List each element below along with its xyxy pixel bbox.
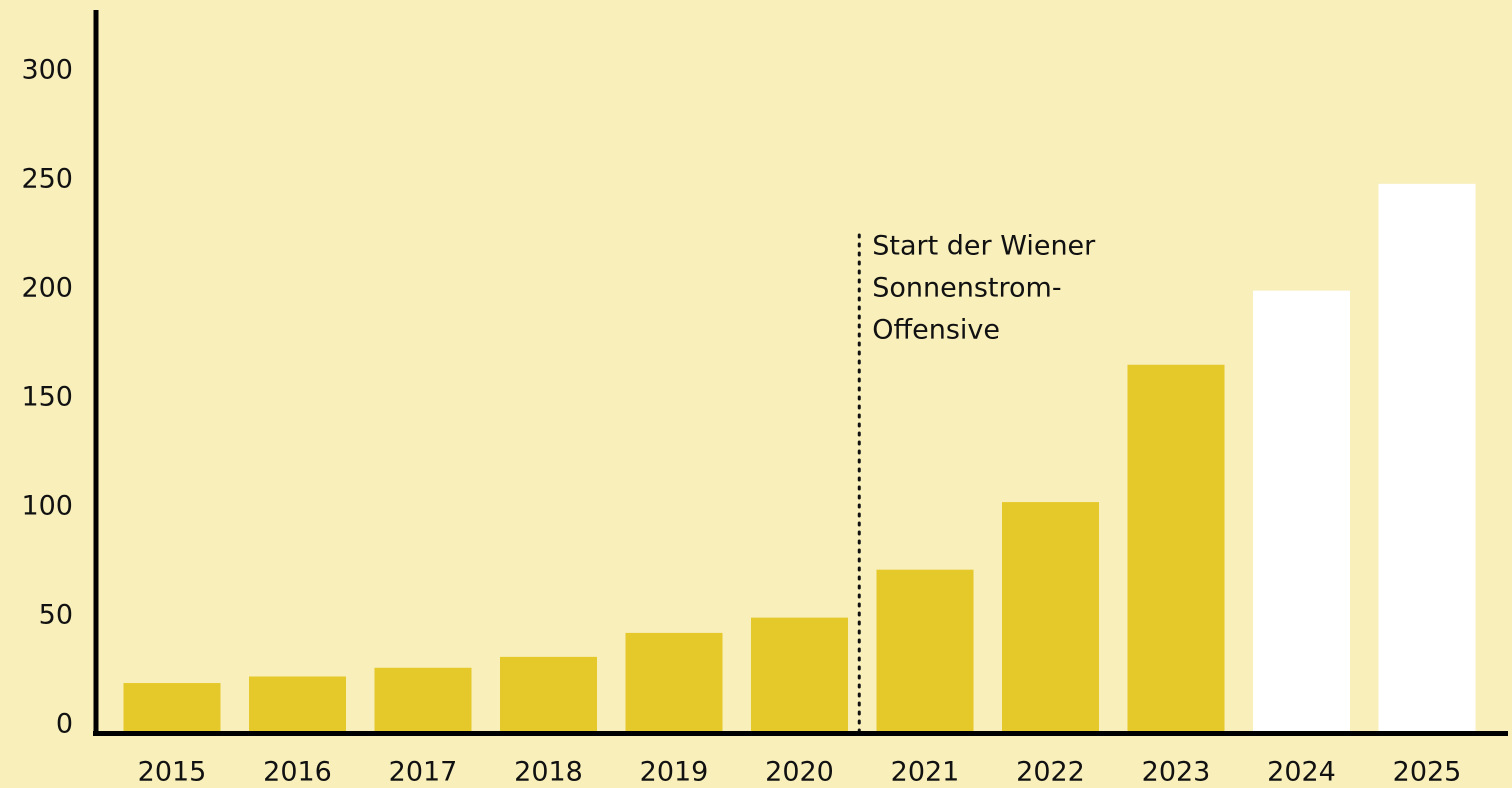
y-tick-label: 200 [21, 273, 73, 304]
bar [751, 617, 848, 731]
x-tick-label: 2025 [1393, 757, 1462, 788]
y-tick-label: 250 [21, 164, 73, 195]
x-tick-label: 2018 [514, 757, 583, 788]
bar [374, 667, 472, 731]
y-tick-label: 50 [39, 600, 73, 631]
bar [1127, 364, 1225, 731]
x-tick-label: 2023 [1142, 757, 1211, 788]
x-tick-label: 2019 [640, 757, 709, 788]
annotation-text: Start der Wiener [872, 231, 1096, 262]
y-tick-label: 150 [21, 382, 73, 413]
bar [1378, 183, 1476, 731]
bar [1002, 502, 1099, 731]
bar [249, 676, 346, 731]
x-tick-label: 2016 [263, 757, 332, 788]
x-tick-label: 2020 [765, 757, 834, 788]
bar [500, 656, 597, 731]
x-tick-label: 2017 [389, 757, 458, 788]
bar [876, 569, 974, 731]
x-tick-label: 2022 [1016, 757, 1085, 788]
x-tick-label: 2021 [891, 757, 960, 788]
x-tick-label: 2024 [1267, 757, 1336, 788]
annotation-text: Sonnenstrom- [872, 273, 1061, 304]
y-tick-label: 0 [56, 709, 73, 740]
annotation-text: Offensive [872, 315, 1000, 346]
x-tick-label: 2015 [138, 757, 207, 788]
bar [625, 632, 723, 731]
bar [1253, 290, 1350, 731]
y-tick-label: 300 [21, 55, 73, 86]
bar [123, 683, 221, 731]
y-tick-label: 100 [21, 491, 73, 522]
